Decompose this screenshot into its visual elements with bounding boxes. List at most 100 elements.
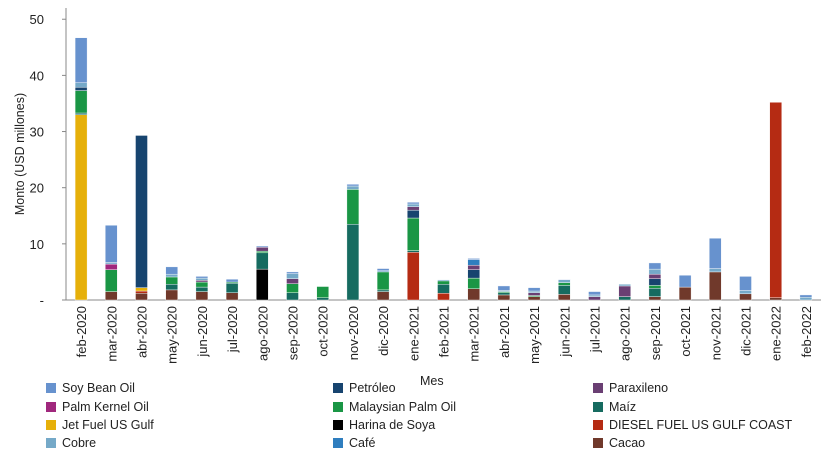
- x-tick-label: ene-2021: [406, 306, 421, 361]
- bar-segment: [135, 290, 148, 294]
- bar-segment: [527, 287, 541, 292]
- legend-item: Jet Fuel US Gulf: [46, 418, 154, 432]
- bar-segment: [588, 296, 601, 301]
- legend-swatch: [333, 383, 343, 393]
- bar-segment: [74, 90, 88, 114]
- bar-segment: [527, 290, 541, 293]
- bar-segment: [467, 264, 480, 270]
- bar-segment: [135, 287, 148, 292]
- bar-segment: [437, 284, 450, 294]
- bar-segment: [376, 289, 390, 292]
- bar-segment: [678, 275, 692, 288]
- legend-label: Paraxileno: [609, 381, 669, 395]
- y-tick-label: 30: [30, 125, 44, 140]
- bar-segment: [286, 271, 299, 274]
- bar-segment: [195, 280, 209, 283]
- stacked-bar-chart: - 10 20 30 40 50 Monto (USD millones) feb-2020 m…: [13, 8, 821, 364]
- bar-segment: [74, 82, 88, 88]
- bar-segment: [618, 284, 631, 287]
- bar-segment: [618, 285, 631, 297]
- bar-segment: [376, 268, 390, 271]
- bar-segment: [588, 294, 601, 297]
- x-tick-label: feb-2022: [799, 306, 814, 357]
- bar-segment: [105, 262, 118, 265]
- bar-segment: [648, 296, 662, 301]
- legend-label: DIESEL FUEL US GULF COAST: [609, 418, 793, 432]
- x-tick-label: jun-2020: [195, 306, 210, 358]
- bar-segment: [195, 276, 209, 279]
- x-tick-label: nov-2021: [708, 306, 723, 360]
- bar-segment: [709, 238, 722, 269]
- x-tick-label: oct-2020: [316, 306, 331, 357]
- bar-segment: [467, 277, 480, 289]
- bar-segment: [437, 293, 450, 301]
- bar-segment: [769, 297, 782, 301]
- bar-segment: [407, 203, 420, 207]
- legend-item: Soy Bean Oil: [46, 381, 135, 395]
- legend-swatch: [333, 438, 343, 448]
- y-tick-label: 40: [30, 68, 44, 83]
- bar-segment: [346, 185, 360, 190]
- bar-segment: [407, 252, 420, 301]
- bar-segment: [497, 285, 511, 291]
- y-tick-label: 50: [30, 12, 44, 27]
- legend-swatch: [593, 420, 603, 430]
- legend-item: Café: [333, 436, 375, 450]
- bar-segment: [74, 112, 88, 115]
- bar-segment: [195, 281, 209, 288]
- bar-segment: [648, 268, 662, 275]
- x-tick-label: abr-2020: [135, 306, 150, 358]
- legend-swatch: [46, 420, 56, 430]
- bar-segment: [135, 135, 148, 288]
- bar-segment: [558, 285, 571, 295]
- bar-segment: [225, 279, 239, 283]
- legend-swatch: [333, 402, 343, 412]
- bar-segment: [165, 284, 178, 291]
- x-tick-label: mar-2021: [467, 306, 482, 362]
- legend-item: Petróleo: [333, 381, 396, 395]
- bar-segment: [407, 202, 420, 205]
- legend-label: Soy Bean Oil: [62, 381, 135, 395]
- bar-segment: [165, 273, 178, 278]
- bar-segment: [256, 252, 269, 270]
- bar-segment: [346, 184, 360, 187]
- x-tick-label: jun-2021: [557, 306, 572, 358]
- bar-segment: [195, 277, 209, 281]
- bar-segment: [105, 269, 118, 292]
- bar-segment: [739, 293, 752, 301]
- legend-item: Cobre: [46, 436, 96, 450]
- x-tick-label: sep-2020: [286, 306, 301, 360]
- bar-segment: [527, 292, 541, 296]
- legend-label: Palm Kernel Oil: [62, 400, 149, 414]
- chart-legend: Soy Bean Oil Petróleo Paraxileno Palm Kerne…: [0, 381, 821, 453]
- bar-segment: [648, 262, 662, 270]
- bar-segment: [558, 279, 571, 280]
- x-tick-label: dic-2020: [376, 306, 391, 356]
- bar-segment: [558, 279, 571, 283]
- bar-segment: [74, 37, 88, 83]
- bar-segment: [165, 289, 178, 301]
- x-axis-label: Mes: [420, 374, 444, 388]
- legend-swatch: [46, 438, 56, 448]
- bar-segment: [709, 271, 722, 301]
- bar-segment: [709, 268, 722, 273]
- bar-segment: [588, 291, 601, 296]
- bar-segment: [678, 286, 692, 301]
- bar-segment: [286, 278, 299, 284]
- legend-label: Jet Fuel US Gulf: [62, 418, 154, 432]
- bar-segment: [739, 276, 752, 291]
- bar-segment: [497, 292, 511, 296]
- x-tick-label: mar-2020: [104, 306, 119, 362]
- legend-swatch: [593, 402, 603, 412]
- bar-segment: [648, 278, 662, 286]
- bar-segment: [648, 273, 662, 279]
- x-tick-label: jul-2020: [225, 306, 240, 353]
- legend-label: Maíz: [609, 400, 637, 414]
- legend-item: Palm Kernel Oil: [46, 400, 149, 414]
- bar-segment: [437, 280, 450, 285]
- legend-label: Harina de Soya: [349, 418, 436, 432]
- bar-segment: [497, 294, 511, 301]
- bar-segment: [256, 268, 269, 301]
- bar-segment: [286, 292, 299, 301]
- bar-segment: [286, 273, 299, 279]
